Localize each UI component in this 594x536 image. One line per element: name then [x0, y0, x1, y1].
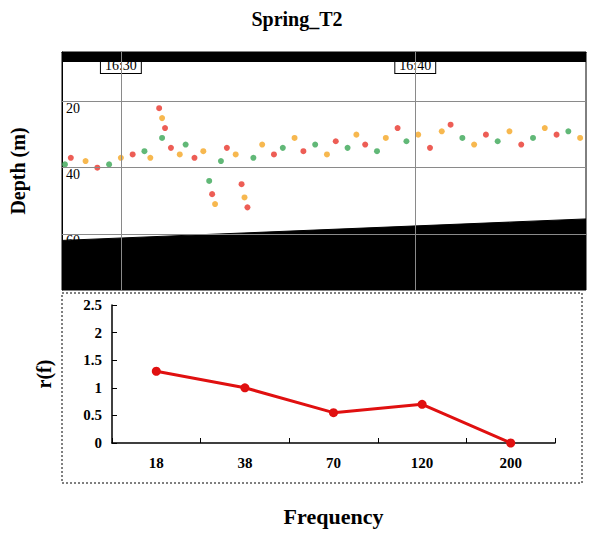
svg-text:20: 20 — [66, 101, 80, 116]
svg-text:Spring_T2: Spring_T2 — [251, 8, 342, 31]
svg-text:0: 0 — [95, 435, 103, 451]
svg-text:38: 38 — [237, 455, 252, 471]
svg-text:2.5: 2.5 — [83, 297, 102, 313]
svg-text:2: 2 — [95, 325, 103, 341]
svg-text:16:30: 16:30 — [104, 57, 137, 73]
svg-text:r(f): r(f) — [33, 360, 56, 389]
svg-text:120: 120 — [411, 455, 434, 471]
svg-text:70: 70 — [326, 455, 341, 471]
svg-text:0.5: 0.5 — [83, 407, 102, 423]
svg-text:Depth (m): Depth (m) — [7, 127, 30, 214]
svg-text:1: 1 — [95, 380, 103, 396]
svg-text:1.5: 1.5 — [83, 352, 102, 368]
svg-text:18: 18 — [149, 455, 164, 471]
svg-text:Frequency: Frequency — [284, 504, 384, 529]
svg-text:40: 40 — [66, 167, 80, 182]
svg-text:200: 200 — [499, 455, 522, 471]
